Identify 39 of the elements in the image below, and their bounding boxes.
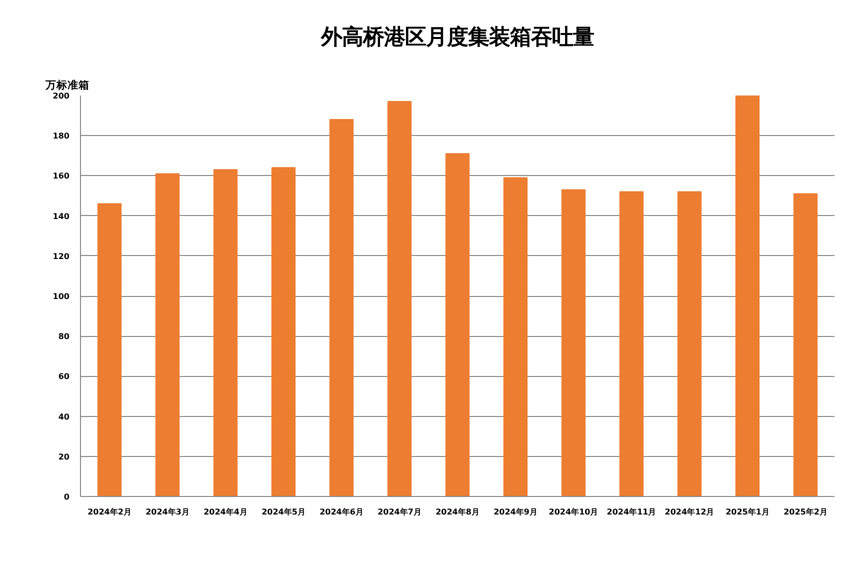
y-tick-label: 80	[58, 332, 70, 342]
x-tick-label: 2024年4月	[204, 508, 248, 516]
x-tick-label: 2024年11月	[606, 508, 656, 516]
y-tick-label: 120	[52, 252, 70, 261]
bar	[793, 193, 818, 496]
bar	[503, 177, 528, 496]
bar	[329, 119, 354, 496]
bar	[561, 189, 586, 496]
bar	[271, 167, 296, 496]
x-tick-label: 2024年7月	[378, 508, 422, 516]
x-tick-label: 2024年8月	[436, 508, 480, 516]
x-tick-label: 2024年12月	[664, 508, 714, 516]
bar	[735, 96, 760, 496]
bar	[213, 169, 238, 496]
y-tick-label: 200	[52, 92, 70, 100]
bar	[97, 203, 122, 496]
chart-title: 外高桥港区月度集装箱吞吐量	[320, 25, 594, 50]
x-tick-label: 2024年6月	[320, 508, 364, 516]
x-tick-label: 2024年9月	[494, 508, 538, 516]
y-tick-label: 140	[52, 212, 70, 221]
bar	[619, 191, 644, 496]
y-tick-label: 20	[58, 452, 70, 462]
bar	[677, 191, 702, 496]
x-tick-label: 2024年10月	[548, 508, 598, 516]
bar	[387, 101, 412, 496]
y-tick-label: 0	[64, 492, 70, 502]
x-tick-label: 2024年2月	[88, 508, 132, 516]
y-tick-label: 60	[58, 372, 70, 382]
x-tick-label: 2025年2月	[784, 508, 828, 516]
bar	[445, 153, 470, 496]
x-tick-label: 2025年1月	[726, 508, 770, 516]
y-tick-label: 100	[52, 292, 70, 301]
y-axis-title: 万标准箱	[44, 78, 90, 92]
y-tick-label: 180	[52, 132, 70, 141]
x-tick-label: 2024年3月	[146, 508, 190, 516]
y-tick-label: 160	[52, 172, 70, 181]
x-tick-label: 2024年5月	[262, 508, 306, 516]
y-tick-label: 40	[58, 412, 70, 422]
bar	[155, 173, 180, 496]
